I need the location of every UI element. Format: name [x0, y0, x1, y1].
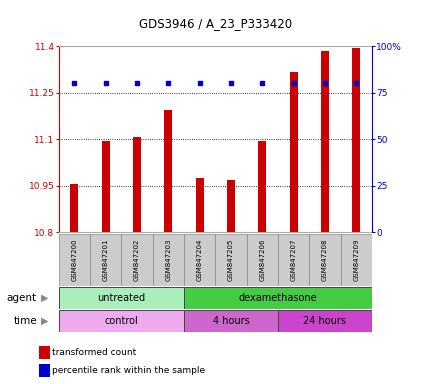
Bar	[164, 110, 172, 232]
Bar	[70, 184, 78, 232]
FancyBboxPatch shape	[152, 234, 184, 286]
Bar	[195, 178, 203, 232]
Bar	[289, 73, 297, 232]
Text: GSM847200: GSM847200	[71, 239, 77, 281]
Text: ▶: ▶	[41, 316, 49, 326]
Bar	[258, 141, 266, 232]
Text: GDS3946 / A_23_P333420: GDS3946 / A_23_P333420	[138, 17, 291, 30]
FancyBboxPatch shape	[184, 287, 371, 309]
FancyBboxPatch shape	[340, 234, 371, 286]
Bar	[352, 48, 359, 232]
Text: GSM847208: GSM847208	[321, 239, 327, 281]
Text: dexamethasone: dexamethasone	[238, 293, 316, 303]
FancyBboxPatch shape	[184, 234, 215, 286]
Text: 4 hours: 4 hours	[212, 316, 249, 326]
Bar	[133, 137, 141, 232]
FancyBboxPatch shape	[246, 234, 277, 286]
Text: agent: agent	[7, 293, 37, 303]
FancyBboxPatch shape	[277, 234, 309, 286]
Bar	[227, 180, 234, 232]
Text: percentile rank within the sample: percentile rank within the sample	[52, 366, 205, 375]
FancyBboxPatch shape	[309, 234, 340, 286]
FancyBboxPatch shape	[184, 310, 277, 332]
Text: GSM847205: GSM847205	[227, 239, 233, 281]
FancyBboxPatch shape	[121, 234, 152, 286]
FancyBboxPatch shape	[59, 234, 90, 286]
Text: GSM847203: GSM847203	[165, 239, 171, 281]
FancyBboxPatch shape	[277, 310, 371, 332]
Text: transformed count: transformed count	[52, 348, 136, 357]
FancyBboxPatch shape	[90, 234, 121, 286]
FancyBboxPatch shape	[59, 287, 184, 309]
Text: GSM847209: GSM847209	[352, 239, 358, 281]
Text: GSM847202: GSM847202	[134, 239, 140, 281]
Text: GSM847207: GSM847207	[290, 239, 296, 281]
Bar	[102, 141, 109, 232]
Text: ▶: ▶	[41, 293, 49, 303]
Text: control: control	[104, 316, 138, 326]
Text: GSM847204: GSM847204	[196, 239, 202, 281]
FancyBboxPatch shape	[215, 234, 246, 286]
Text: GSM847206: GSM847206	[259, 239, 265, 281]
Text: 24 hours: 24 hours	[303, 316, 345, 326]
FancyBboxPatch shape	[59, 310, 184, 332]
Text: GSM847201: GSM847201	[102, 239, 108, 281]
Bar	[320, 51, 328, 232]
Text: untreated: untreated	[97, 293, 145, 303]
Text: time: time	[13, 316, 37, 326]
